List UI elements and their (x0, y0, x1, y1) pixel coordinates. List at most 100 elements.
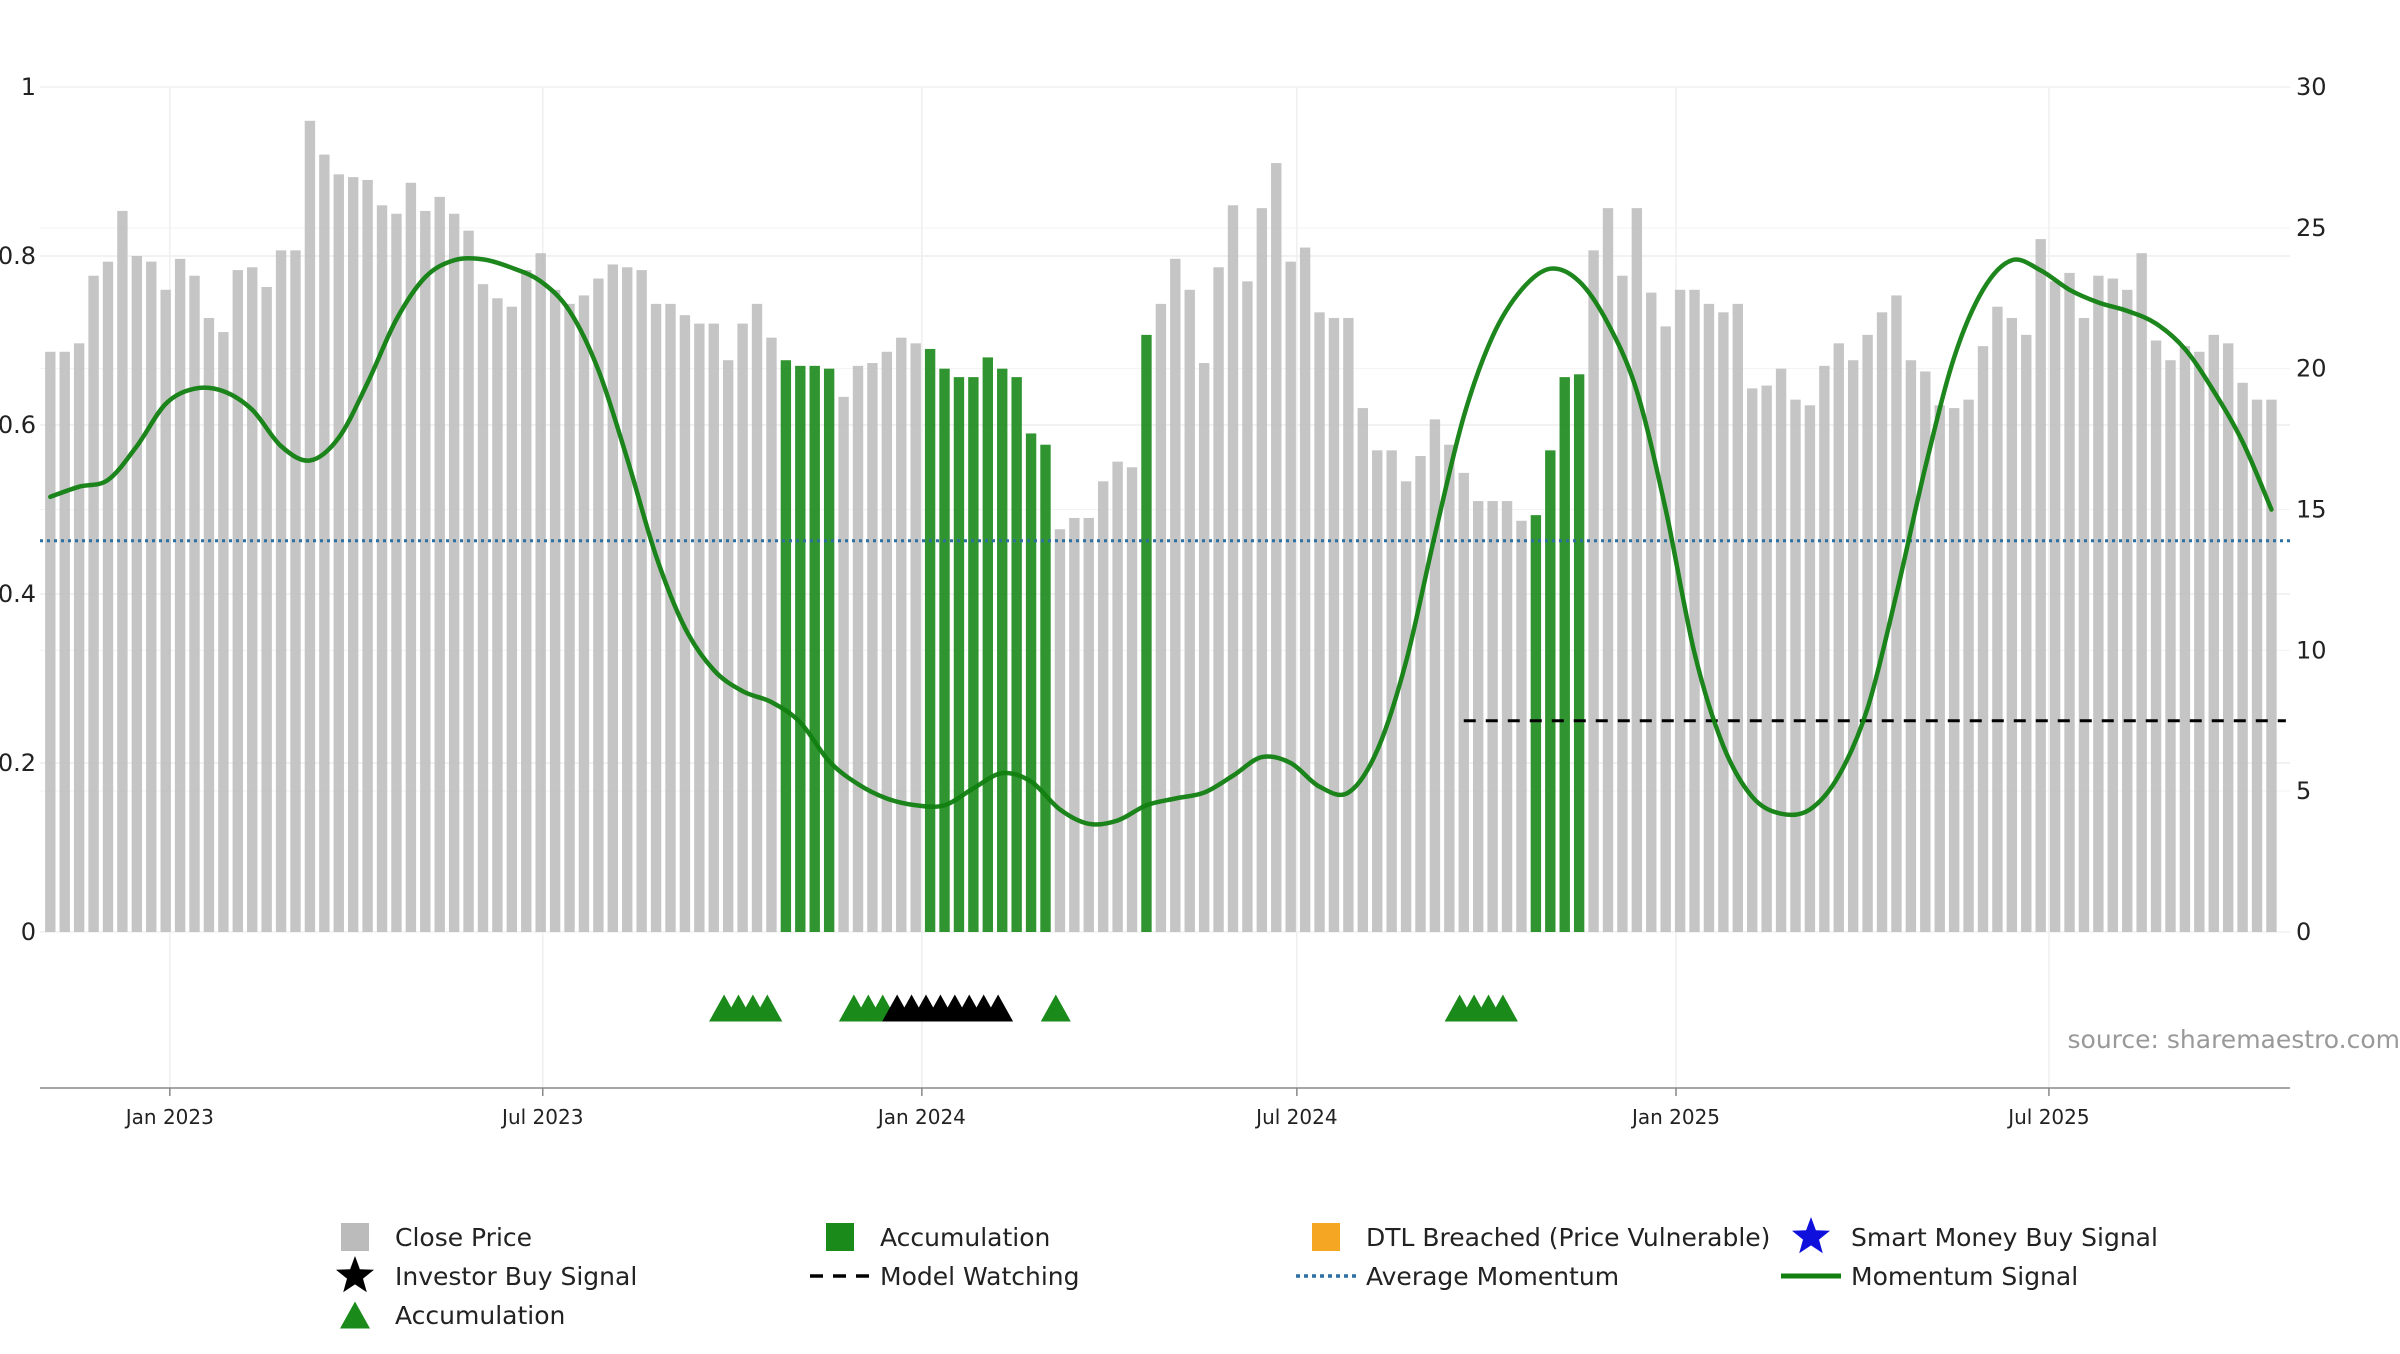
close-price-bar (1862, 335, 1872, 932)
close-price-bar (1401, 481, 1411, 932)
x-tick-label: Jan 2023 (124, 1105, 214, 1129)
y-left-tick-label: 0.6 (0, 411, 36, 439)
legend-label: Accumulation (395, 1301, 565, 1330)
legend-label: Average Momentum (1366, 1262, 1619, 1291)
y-left-tick-label: 0.2 (0, 749, 36, 777)
close-price-bar (1271, 163, 1281, 932)
close-price-bar (694, 324, 704, 932)
close-price-bar (1473, 501, 1483, 932)
close-price-bar (362, 180, 372, 932)
close-price-bar (2050, 281, 2060, 932)
close-price-bar (579, 295, 589, 932)
accumulation-bar (939, 369, 949, 932)
close-price-bar (478, 284, 488, 932)
legend-star-icon (336, 1256, 374, 1292)
close-price-bar (1156, 304, 1166, 932)
close-price-bar (1747, 388, 1757, 932)
close-price-bar (45, 352, 55, 932)
close-price-bar (1834, 343, 1844, 932)
close-price-bar (1487, 501, 1497, 932)
legend-item-smart-money: Smart Money Buy Signal (1792, 1217, 2158, 1253)
close-price-bar (1358, 408, 1368, 932)
y-right-tick-label: 25 (2296, 214, 2327, 242)
y-right-tick-label: 0 (2296, 918, 2311, 946)
close-price-bar (1992, 307, 2002, 932)
close-price-bar (608, 264, 618, 932)
close-price-bar (2151, 341, 2161, 933)
legend-item-average-momentum: Average Momentum (1296, 1262, 1619, 1291)
y-left-tick-label: 0.8 (0, 242, 36, 270)
x-tick-label: Jul 2025 (2006, 1105, 2089, 1129)
close-price-bar (1733, 304, 1743, 932)
close-price-bar (1185, 290, 1195, 932)
x-tick-label: Jan 2024 (876, 1105, 966, 1129)
close-price-bar (305, 121, 315, 932)
close-price-bar (74, 343, 84, 932)
legend-label: Investor Buy Signal (395, 1262, 637, 1291)
legend-item-accumulation-marker: Accumulation (340, 1301, 565, 1330)
legend-swatch (341, 1223, 369, 1251)
close-price-bar (2108, 279, 2118, 932)
accumulation-bar (1574, 374, 1584, 932)
close-price-bar (233, 270, 243, 932)
close-price-bar (1877, 312, 1887, 932)
close-price-bar (910, 343, 920, 932)
close-price-bar (1314, 312, 1324, 932)
close-price-bar (665, 304, 675, 932)
close-price-bar (507, 307, 517, 932)
x-tick-label: Jul 2023 (500, 1105, 583, 1129)
close-price-bar (2007, 318, 2017, 932)
close-price-bar (1112, 462, 1122, 932)
accumulation-bar (781, 360, 791, 932)
close-price-bar (88, 276, 98, 932)
close-price-bar (737, 324, 747, 932)
y-right-tick-label: 10 (2296, 636, 2327, 664)
close-price-bar (276, 250, 286, 932)
close-price-bar (463, 231, 473, 932)
close-price-bar (2093, 276, 2103, 932)
close-price-bar (535, 253, 545, 932)
close-price-bar (2165, 360, 2175, 932)
close-price-bar (550, 290, 560, 932)
y-left-tick-label: 1 (21, 73, 36, 101)
accumulation-bar (1545, 450, 1555, 932)
legend-item-momentum-signal: Momentum Signal (1781, 1262, 2078, 1291)
close-price-bar (2223, 343, 2233, 932)
close-price-bar (449, 214, 459, 932)
close-price-bar (204, 318, 214, 932)
close-price-bar (1242, 281, 1252, 932)
close-price-bar (1170, 259, 1180, 932)
legend-label: Smart Money Buy Signal (1851, 1223, 2158, 1252)
close-price-bar (564, 304, 574, 932)
legend-item-accumulation-bar: Accumulation (826, 1223, 1050, 1252)
close-price-bar (1646, 293, 1656, 932)
close-price-bar (867, 363, 877, 932)
y-right-tick-label: 5 (2296, 777, 2311, 805)
close-price-bar (1069, 518, 1079, 932)
close-price-bar (1776, 369, 1786, 932)
close-price-bar (2079, 318, 2089, 932)
close-price-bar (1285, 262, 1295, 932)
close-price-bar (521, 270, 531, 932)
accumulation-bar (1040, 445, 1050, 932)
close-price-bar (218, 332, 228, 932)
close-price-bar (1805, 405, 1815, 932)
close-price-bar (334, 174, 344, 932)
legend-item-close-price: Close Price (341, 1223, 532, 1252)
close-price-bar (1343, 318, 1353, 932)
close-price-bar (1906, 360, 1916, 932)
close-price-bar (189, 276, 199, 932)
close-price-bar (1127, 467, 1137, 932)
y-right-tick-label: 20 (2296, 355, 2327, 383)
close-price-bar (261, 287, 271, 932)
close-price-bar (2180, 346, 2190, 932)
close-price-bar (1660, 326, 1670, 932)
x-tick-label: Jul 2024 (1254, 1105, 1337, 1129)
accumulation-bar (810, 366, 820, 932)
close-price-bars (45, 121, 2277, 932)
close-price-bar (1213, 267, 1223, 932)
close-price-bar (1935, 405, 1945, 932)
close-price-bar (2021, 335, 2031, 932)
close-price-bar (2122, 290, 2132, 932)
